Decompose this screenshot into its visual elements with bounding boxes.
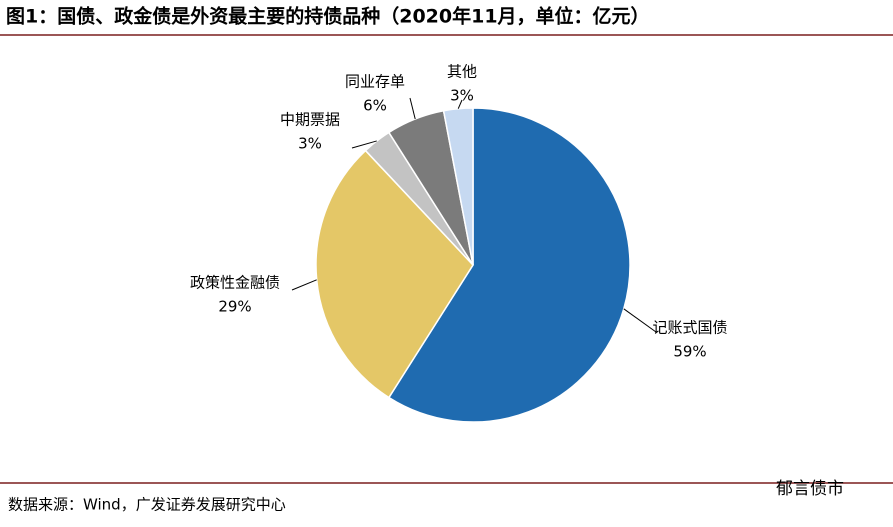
slice-value-label: 6% xyxy=(363,97,387,115)
slice-label: 中期票据 xyxy=(280,111,340,129)
slice-label: 其他 xyxy=(447,63,477,81)
slice-value-label: 59% xyxy=(673,343,706,361)
slice-label: 同业存单 xyxy=(345,73,405,91)
slice-value-label: 3% xyxy=(298,135,322,153)
watermark: 郁言债市 xyxy=(776,479,844,499)
pie-slice xyxy=(315,149,474,399)
leader-line xyxy=(351,140,377,149)
leader-line xyxy=(623,308,657,333)
source: 数据来源：Wind，广发证券发展研究中心 xyxy=(8,496,286,514)
leader-line xyxy=(457,99,463,109)
slice-value-label: 3% xyxy=(450,87,474,105)
chart-title: 图1：国债、政金债是外资最主要的持债品种（2020年11月，单位：亿元） xyxy=(6,5,650,28)
slice-label: 记账式国债 xyxy=(652,319,727,337)
pie-slice xyxy=(442,107,474,266)
slice-label: 政策性金融债 xyxy=(190,274,280,292)
leader-line xyxy=(409,97,416,120)
leader-line xyxy=(291,279,317,291)
slice-value-label: 29% xyxy=(218,298,251,316)
